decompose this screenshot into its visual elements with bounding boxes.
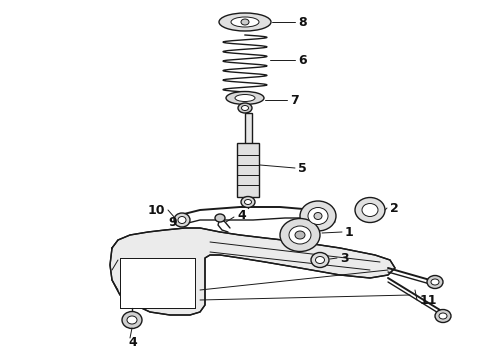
Ellipse shape — [362, 203, 378, 216]
Polygon shape — [110, 228, 395, 315]
Text: 7: 7 — [290, 94, 299, 107]
Text: 4: 4 — [128, 336, 137, 348]
Ellipse shape — [431, 279, 439, 285]
Ellipse shape — [314, 212, 322, 220]
Ellipse shape — [427, 275, 443, 288]
Ellipse shape — [311, 252, 329, 267]
Text: 5: 5 — [298, 162, 307, 175]
Ellipse shape — [316, 256, 324, 264]
Ellipse shape — [235, 94, 255, 102]
Ellipse shape — [215, 214, 225, 222]
Ellipse shape — [127, 316, 137, 324]
Ellipse shape — [280, 219, 320, 252]
Text: 11: 11 — [420, 293, 438, 306]
Ellipse shape — [178, 216, 186, 224]
Ellipse shape — [226, 91, 264, 104]
Text: 3: 3 — [340, 252, 348, 265]
Text: 10: 10 — [148, 203, 166, 216]
Ellipse shape — [435, 310, 451, 323]
Text: 8: 8 — [298, 15, 307, 28]
Ellipse shape — [122, 311, 142, 328]
Text: 9: 9 — [168, 216, 176, 229]
Text: 1: 1 — [345, 225, 354, 239]
Ellipse shape — [295, 231, 305, 239]
Ellipse shape — [241, 19, 249, 25]
Ellipse shape — [231, 17, 259, 27]
Ellipse shape — [241, 197, 255, 207]
Ellipse shape — [439, 313, 447, 319]
Ellipse shape — [355, 198, 385, 222]
Polygon shape — [120, 258, 195, 308]
Ellipse shape — [174, 213, 190, 227]
Ellipse shape — [289, 226, 311, 244]
Text: 2: 2 — [390, 202, 399, 215]
Polygon shape — [237, 143, 259, 197]
Ellipse shape — [242, 105, 248, 111]
Text: 4: 4 — [237, 208, 246, 221]
Ellipse shape — [219, 13, 271, 31]
Text: 6: 6 — [298, 54, 307, 67]
Ellipse shape — [300, 201, 336, 231]
Ellipse shape — [308, 207, 328, 225]
Ellipse shape — [245, 199, 251, 204]
Ellipse shape — [238, 103, 252, 113]
Polygon shape — [245, 113, 251, 145]
